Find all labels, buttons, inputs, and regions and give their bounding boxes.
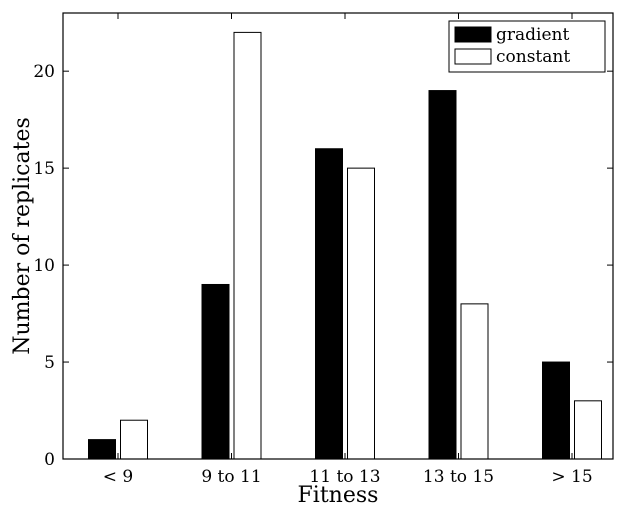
plot-frame bbox=[62, 12, 614, 460]
y-axis-label: Number of replicates bbox=[10, 117, 35, 355]
x-axis-label: Fitness bbox=[298, 483, 379, 507]
x-tick-label-0: < 9 bbox=[103, 467, 133, 487]
y-tick-label-1: 5 bbox=[44, 353, 55, 373]
bar-constant-3 bbox=[460, 303, 489, 460]
y-tick-label-4: 20 bbox=[33, 62, 55, 82]
legend-swatch-constant bbox=[454, 48, 492, 65]
bar-constant-0 bbox=[120, 419, 148, 460]
legend: gradient constant bbox=[448, 20, 606, 73]
legend-label-constant: constant bbox=[496, 47, 570, 67]
bar-gradient-0 bbox=[88, 439, 116, 460]
bar-constant-4 bbox=[574, 400, 602, 460]
x-tick-label-2: 11 to 13 bbox=[309, 467, 380, 487]
y-tick-label-0: 0 bbox=[44, 450, 55, 470]
tick-labels-layer: 0 5 10 15 20 < 9 9 to 11 11 to 13 13 to 15 > 15 bbox=[33, 62, 592, 487]
bar-constant-2 bbox=[347, 167, 375, 460]
bar-gradient-2 bbox=[315, 148, 343, 460]
bar-constant-1 bbox=[233, 31, 262, 460]
y-tick-label-2: 10 bbox=[33, 256, 55, 276]
bars-layer bbox=[88, 31, 602, 460]
x-tick-label-1: 9 to 11 bbox=[201, 467, 261, 487]
y-tick-label-3: 15 bbox=[33, 159, 55, 179]
bar-gradient-3 bbox=[428, 90, 457, 460]
legend-swatch-gradient bbox=[454, 26, 492, 43]
bar-gradient-4 bbox=[542, 361, 570, 460]
bar-gradient-1 bbox=[201, 283, 230, 460]
legend-label-gradient: gradient bbox=[496, 25, 569, 45]
ticks-layer bbox=[63, 13, 613, 460]
x-tick-label-3: 13 to 15 bbox=[423, 467, 494, 487]
x-tick-label-4: > 15 bbox=[551, 467, 592, 487]
